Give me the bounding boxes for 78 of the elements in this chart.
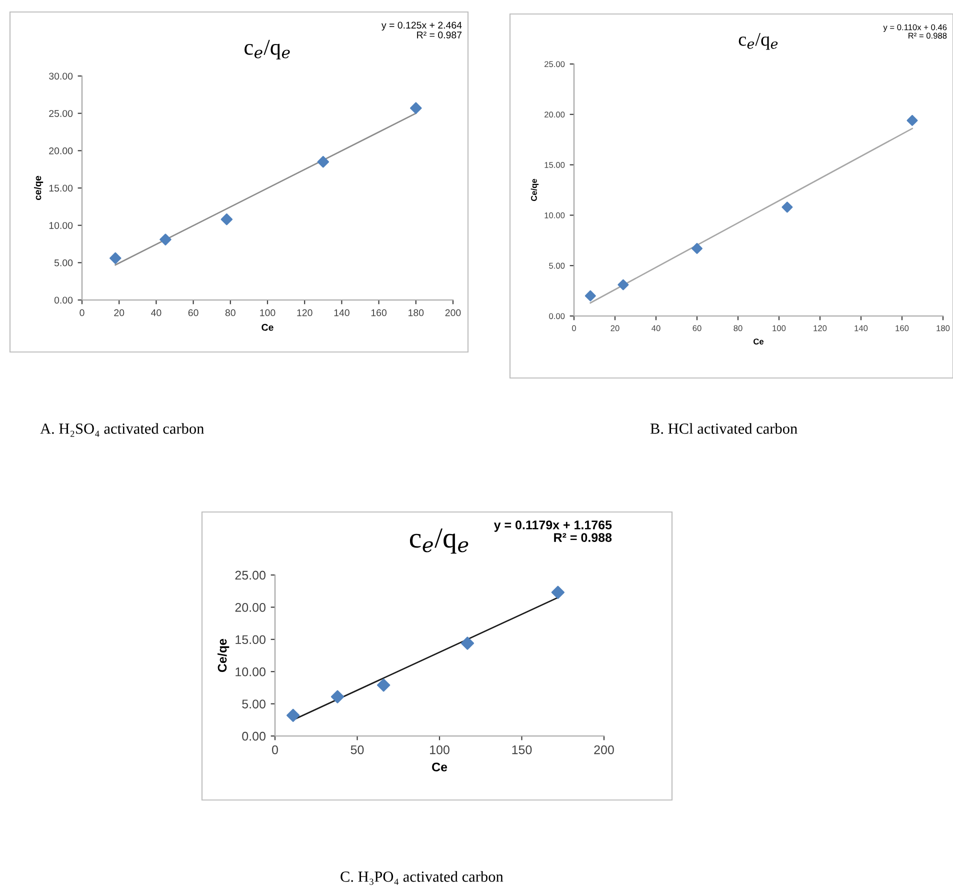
y-tick-label: 0.00 bbox=[54, 296, 73, 304]
x-tick-label: 150 bbox=[512, 745, 532, 754]
chart-title: c$_{e}$/q$_{e}$ bbox=[244, 40, 290, 60]
x-tick-label: 40 bbox=[652, 325, 660, 332]
point bbox=[906, 114, 918, 126]
x-tick-label: 40 bbox=[151, 309, 162, 316]
point bbox=[618, 279, 629, 290]
x-tick-label: 80 bbox=[734, 325, 742, 332]
text: y = 0.110x + 0.46 bbox=[883, 24, 947, 32]
x-tick-label: 0 bbox=[572, 325, 576, 332]
text: R² = 0.988 bbox=[554, 533, 612, 542]
y-tick-label: 25.00 bbox=[49, 110, 73, 117]
x-tick-label: 200 bbox=[445, 309, 461, 316]
y-tick-label: 0.00 bbox=[242, 732, 266, 741]
y-tick-label: 25.00 bbox=[544, 61, 565, 68]
y-tick-label: 25.00 bbox=[235, 570, 266, 580]
chart-title: c$_{e}$/q$_{e}$ bbox=[410, 528, 468, 554]
y-axis-title: Ce/qe bbox=[530, 178, 539, 202]
y-axis-title: Ce/qe bbox=[217, 638, 230, 672]
y-tick-label: 10.00 bbox=[49, 222, 73, 229]
y-tick-label: 30.00 bbox=[49, 72, 73, 80]
point bbox=[551, 586, 565, 599]
point bbox=[220, 213, 233, 226]
x-tick-label: 180 bbox=[408, 309, 424, 316]
x-tick-label: 160 bbox=[896, 325, 909, 332]
x-axis-title: Ce bbox=[432, 762, 448, 772]
point bbox=[330, 690, 344, 704]
x-tick-label: 0 bbox=[80, 309, 84, 316]
x-tick-label: 20 bbox=[610, 325, 620, 332]
x-tick-label: 180 bbox=[936, 325, 950, 332]
x-tick-label: 60 bbox=[188, 309, 198, 316]
x-tick-label: 160 bbox=[371, 309, 387, 316]
x-tick-label: 120 bbox=[814, 325, 827, 332]
y-tick-label: 15.00 bbox=[544, 162, 565, 168]
text: R² = 0.987 bbox=[417, 32, 462, 38]
x-axis-title: Ce bbox=[262, 324, 274, 331]
y-tick-label: 10.00 bbox=[544, 212, 565, 218]
x-tick-label: 140 bbox=[334, 309, 350, 316]
text: B. HCl activated carbon bbox=[650, 423, 798, 434]
y-tick-label: 20.00 bbox=[235, 603, 266, 612]
text: y = 0.1179x + 1.1765 bbox=[494, 520, 612, 532]
x-tick-label: 100 bbox=[430, 745, 450, 754]
point bbox=[286, 708, 300, 722]
y-axis-title: ce/qe bbox=[34, 176, 44, 200]
text: C. H₃PO₄ activated carbon bbox=[340, 871, 504, 885]
point bbox=[460, 636, 474, 650]
x-tick-label: 80 bbox=[225, 309, 236, 316]
x-tick-label: 100 bbox=[260, 309, 276, 316]
x-axis-title: Ce bbox=[754, 338, 764, 344]
point bbox=[691, 242, 703, 254]
x-tick-label: 20 bbox=[114, 309, 124, 316]
y-tick-label: 5.00 bbox=[549, 262, 565, 269]
y-tick-label: 15.00 bbox=[236, 635, 266, 644]
point bbox=[782, 202, 793, 213]
text: A. H₂SO₄ activated carbon bbox=[40, 423, 204, 437]
x-tick-label: 200 bbox=[594, 745, 614, 754]
point bbox=[317, 156, 330, 168]
y-tick-label: 20.00 bbox=[49, 147, 73, 154]
y-tick-label: 10.00 bbox=[236, 667, 266, 676]
y-tick-label: 5.00 bbox=[54, 259, 73, 266]
chart-title: c$_{e}$/q$_{e}$ bbox=[738, 33, 778, 50]
x-tick-label: 60 bbox=[692, 325, 702, 332]
text: y = 0.125x + 2.464 bbox=[381, 22, 462, 31]
point bbox=[110, 252, 122, 264]
x-tick-label: 140 bbox=[854, 325, 868, 332]
x-tick-label: 120 bbox=[297, 309, 312, 316]
x-tick-label: 100 bbox=[772, 325, 786, 332]
y-tick-label: 5.00 bbox=[242, 700, 266, 708]
point bbox=[584, 290, 596, 302]
point bbox=[410, 102, 422, 114]
point bbox=[160, 234, 172, 246]
point bbox=[376, 678, 390, 692]
x-tick-label: 50 bbox=[350, 745, 364, 754]
y-tick-label: 20.00 bbox=[544, 112, 565, 118]
y-tick-label: 0.00 bbox=[549, 313, 565, 320]
text: R² = 0.988 bbox=[908, 32, 947, 39]
x-tick-label: 0 bbox=[272, 745, 278, 754]
y-tick-label: 15.00 bbox=[49, 184, 73, 192]
